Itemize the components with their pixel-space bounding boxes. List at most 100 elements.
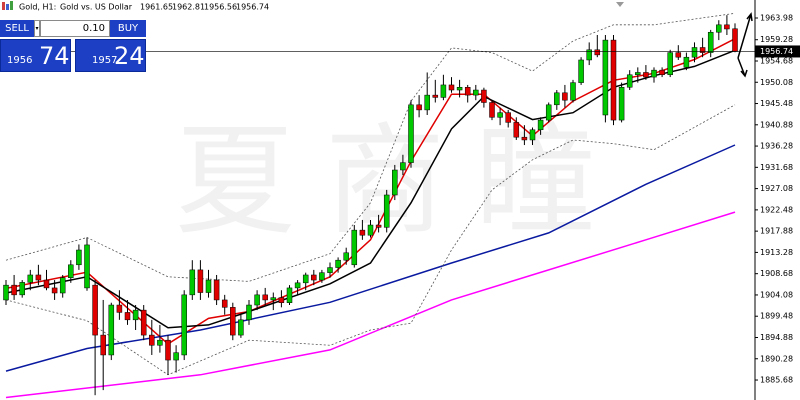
candle-body — [76, 249, 82, 266]
y-tick-label: 1954.68 — [760, 56, 793, 65]
y-tick-label: 1945.48 — [760, 99, 793, 108]
candle-body — [570, 82, 576, 101]
candle-body — [294, 282, 301, 289]
y-tick-label: 1931.68 — [760, 163, 793, 172]
candle-body — [351, 229, 358, 266]
candle-body — [683, 56, 690, 68]
sell-button[interactable]: SELL — [0, 20, 34, 37]
candle-body — [254, 294, 260, 306]
candle-body — [270, 297, 277, 301]
description: Gold vs. US Dollar — [60, 3, 133, 12]
candle-body — [51, 287, 58, 294]
candle-body — [537, 119, 544, 131]
volume-dropdown[interactable]: ▾ — [34, 20, 40, 37]
y-tick-label: 1936.28 — [760, 142, 793, 151]
candle-body — [165, 339, 171, 361]
y-tick-label: 1885.68 — [760, 376, 793, 385]
y-tick-label: 1922.48 — [760, 205, 793, 214]
candle-body — [221, 299, 228, 308]
candle-body — [319, 272, 325, 281]
candle-body — [335, 259, 341, 268]
y-tick-label: 1904.08 — [760, 290, 793, 299]
candle-body — [521, 136, 528, 141]
candle-body — [562, 92, 568, 101]
candle-body — [84, 244, 90, 289]
candle-body — [92, 284, 98, 336]
candle-body — [456, 87, 463, 91]
shift-marker — [616, 2, 624, 7]
candle-body — [100, 334, 106, 356]
candle-body — [3, 284, 9, 301]
one-click-trading-panel: SELL ▾ 0.10 BUY 1956 74 1957 24 — [0, 20, 146, 72]
candle-body — [327, 267, 333, 273]
candle-body — [505, 112, 511, 123]
candle-body — [59, 277, 66, 294]
candle-body — [586, 49, 592, 61]
candle-body — [554, 92, 560, 106]
bid-price[interactable]: 1956 74 — [0, 39, 71, 72]
candle-body — [635, 72, 641, 76]
candle-body — [529, 129, 536, 141]
header-price: 1956.56 — [204, 3, 237, 12]
candle-body — [618, 87, 625, 121]
candle-body — [424, 94, 430, 111]
candle-body — [157, 339, 163, 346]
candle-body — [197, 269, 204, 293]
candle-body — [246, 304, 252, 321]
y-tick-label: 1894.88 — [760, 333, 793, 342]
candle-body — [19, 282, 25, 296]
current-price-box — [755, 45, 800, 58]
y-tick-label: 1963.98 — [760, 13, 793, 22]
candle-body — [43, 279, 50, 289]
y-tick-label: 1950.08 — [760, 78, 793, 87]
candle-body — [707, 31, 714, 53]
candle-body — [189, 269, 196, 296]
y-tick-label: 1913.28 — [760, 248, 793, 257]
candle-body — [286, 287, 293, 303]
candle-body — [173, 352, 179, 361]
candle-body — [278, 297, 285, 303]
candle-body — [311, 274, 317, 281]
candle-body — [238, 319, 244, 336]
volume-input[interactable]: 0.10 — [40, 20, 110, 37]
indicator-line — [5, 12, 736, 282]
candle-body — [545, 104, 552, 121]
header-price: 1956.74 — [236, 3, 269, 12]
y-tick-label: 1917.88 — [760, 227, 793, 236]
candle-body — [610, 39, 617, 121]
icon — [10, 1, 13, 10]
candle-body — [724, 24, 730, 30]
candle-body — [464, 87, 471, 96]
bid-main: 1956 — [7, 55, 33, 66]
candle-body — [473, 89, 479, 96]
ask-price[interactable]: 1957 24 — [75, 39, 146, 72]
candle-body — [367, 224, 374, 236]
candle-body — [578, 59, 584, 83]
candle-body — [11, 284, 17, 296]
current-price-label: 1956.74 — [760, 47, 793, 56]
candle-body — [68, 264, 74, 278]
candle-body — [262, 294, 268, 301]
candle-body — [675, 52, 682, 58]
candle-body — [375, 224, 382, 228]
arrow-down — [737, 57, 748, 78]
indicator-line — [5, 104, 736, 376]
ask-pips: 24 — [114, 42, 145, 70]
y-tick-label: 1959.28 — [760, 35, 793, 44]
icon — [2, 2, 5, 10]
candle-body — [651, 69, 657, 78]
y-tick-label: 1927.08 — [760, 184, 793, 193]
candle-body — [27, 274, 34, 283]
icon — [6, 4, 9, 10]
candle-body — [124, 312, 131, 321]
candle-body — [481, 89, 487, 103]
candle-body — [408, 104, 414, 163]
symbol: Gold, H1: — [19, 3, 56, 12]
buy-button[interactable]: BUY — [110, 20, 146, 37]
header-price: 1962.81 — [172, 3, 205, 12]
candle-body — [343, 252, 349, 261]
watermark: 夏商瞳 — [175, 113, 625, 252]
